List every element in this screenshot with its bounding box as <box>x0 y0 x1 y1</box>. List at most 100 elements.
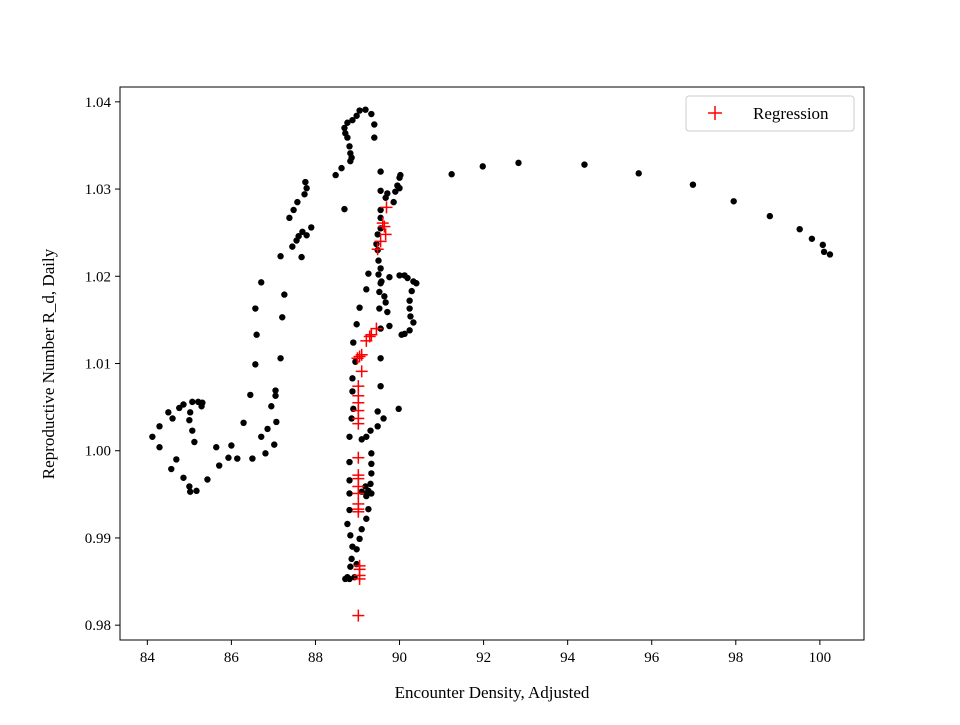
y-tick-label: 1.02 <box>85 269 111 285</box>
data-point <box>298 253 305 261</box>
data-point <box>295 232 302 240</box>
data-point <box>344 134 351 141</box>
legend-regression-label: Regression <box>753 104 829 123</box>
data-point <box>377 355 384 362</box>
data-point <box>820 248 828 256</box>
data-point <box>349 116 356 124</box>
x-tick-label: 86 <box>224 650 240 666</box>
data-point <box>365 505 372 513</box>
legend: Regression <box>685 95 855 132</box>
data-point <box>363 515 370 522</box>
data-point <box>344 520 351 528</box>
data-point <box>381 293 388 300</box>
data-point <box>348 555 355 563</box>
data-point <box>363 286 370 293</box>
data-point <box>826 251 834 258</box>
data-point <box>290 206 297 214</box>
data-point <box>346 458 353 466</box>
data-point <box>191 438 198 446</box>
data-point <box>289 243 296 250</box>
data-point <box>448 171 455 178</box>
data-point <box>176 404 183 412</box>
data-point <box>277 253 284 260</box>
data-point <box>368 490 375 497</box>
data-point <box>348 415 355 422</box>
data-point <box>398 331 405 338</box>
data-point <box>368 460 375 468</box>
data-point <box>406 305 413 312</box>
data-point <box>346 433 353 440</box>
regression-point <box>379 228 392 241</box>
data-point <box>262 450 269 457</box>
data-point <box>186 409 194 416</box>
data-point <box>406 297 413 304</box>
data-point <box>374 423 381 430</box>
data-point <box>371 134 378 141</box>
data-point <box>149 433 156 440</box>
data-point <box>347 532 354 539</box>
x-axis: 84 86 88 90 92 94 96 98 100 <box>140 640 831 666</box>
data-point <box>384 308 391 316</box>
data-point <box>302 178 309 186</box>
data-point <box>380 415 387 422</box>
data-point <box>186 488 194 495</box>
data-point <box>376 305 383 312</box>
data-point <box>281 291 288 298</box>
data-point <box>406 327 413 334</box>
data-point <box>272 387 279 394</box>
data-point <box>515 159 522 167</box>
data-point <box>368 470 375 477</box>
data-point <box>353 321 360 328</box>
data-point <box>377 168 384 175</box>
y-axis-label: Reproductive Number R_d, Daily <box>39 248 58 479</box>
legend-box <box>685 95 855 132</box>
data-point <box>395 405 402 413</box>
data-point <box>253 331 260 338</box>
data-point <box>346 575 353 583</box>
data-point <box>368 450 375 457</box>
data-point <box>362 106 369 113</box>
data-point <box>413 280 420 287</box>
data-point <box>376 288 383 296</box>
data-point <box>279 314 286 321</box>
data-point <box>189 427 196 434</box>
regression-point <box>352 417 365 430</box>
regression-point <box>351 352 364 365</box>
data-point <box>396 272 403 279</box>
data-point <box>169 415 176 422</box>
data-point <box>367 427 374 434</box>
data-point <box>173 456 180 463</box>
data-point <box>374 231 381 238</box>
data-point <box>168 465 175 473</box>
data-point <box>368 110 375 118</box>
data-point <box>353 112 360 119</box>
data-point <box>796 225 803 233</box>
data-point <box>216 462 223 469</box>
data-point <box>358 526 365 533</box>
data-point <box>371 121 378 128</box>
data-point <box>347 563 354 570</box>
data-point <box>341 205 348 213</box>
data-point <box>186 416 193 424</box>
data-point <box>225 454 232 461</box>
data-point <box>404 274 411 282</box>
data-point <box>204 476 211 483</box>
data-point <box>338 164 345 172</box>
data-points <box>149 106 834 622</box>
data-point <box>581 161 588 168</box>
data-point <box>356 107 363 114</box>
data-point <box>407 313 414 320</box>
x-tick-label: 84 <box>140 650 156 666</box>
data-point <box>341 124 348 132</box>
regression-point <box>352 609 365 622</box>
data-point <box>156 423 163 430</box>
data-point <box>362 483 369 490</box>
data-point <box>689 181 697 188</box>
regression-point <box>380 201 393 214</box>
data-point <box>347 157 354 165</box>
data-point <box>271 441 278 448</box>
data-point <box>234 455 241 462</box>
regression-point <box>352 487 365 500</box>
data-point <box>730 198 737 205</box>
data-point <box>377 280 384 287</box>
